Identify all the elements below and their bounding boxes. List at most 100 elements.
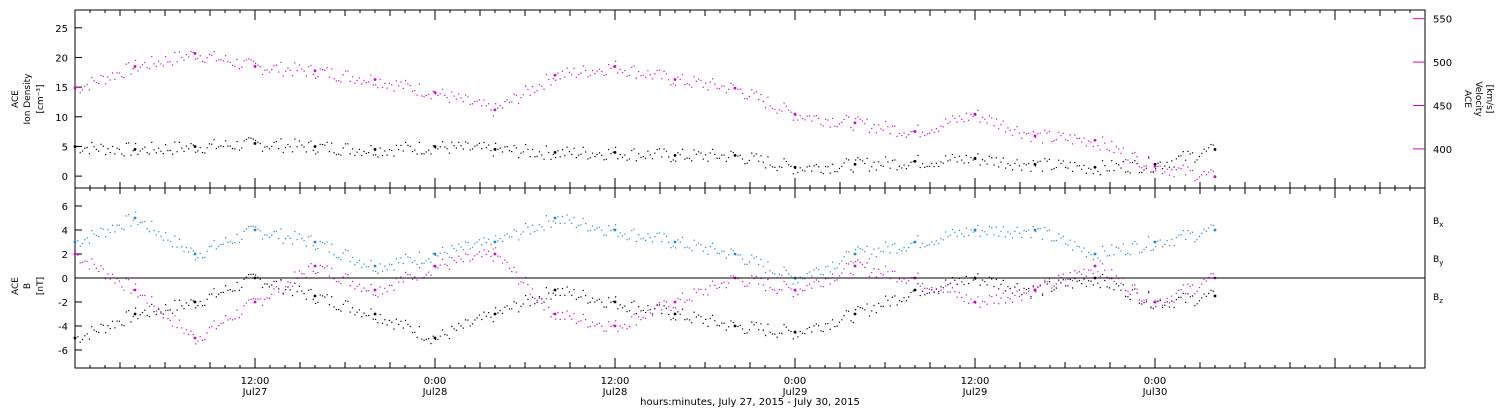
scatter-dot — [499, 256, 501, 258]
scatter-dot — [555, 79, 557, 81]
x-tick-date-label: Jul29 — [782, 387, 808, 398]
scatter-dot — [709, 152, 711, 154]
scatter-dot — [1023, 163, 1025, 165]
scatter-dot — [107, 148, 109, 150]
data-point — [613, 300, 617, 304]
scatter-dot — [968, 234, 970, 237]
scatter-dot — [905, 136, 907, 138]
scatter-dot — [861, 307, 864, 309]
scatter-dot — [568, 219, 571, 221]
scatter-dot — [836, 279, 838, 281]
scatter-dot — [132, 219, 134, 221]
scatter-dot — [612, 151, 614, 153]
scatter-dot — [587, 76, 589, 78]
scatter-dot — [940, 289, 942, 291]
scatter-dot — [769, 331, 771, 333]
scatter-dot — [476, 144, 478, 146]
scatter-dot — [328, 275, 331, 277]
scatter-dot — [732, 151, 734, 154]
scatter-dot — [338, 80, 340, 82]
scatter-dot — [315, 272, 317, 275]
scatter-dot — [453, 328, 455, 330]
scatter-dot — [155, 152, 157, 154]
scatter-dot — [915, 241, 917, 243]
scatter-dot — [758, 329, 760, 331]
scatter-dot — [418, 251, 421, 253]
scatter-dot — [1071, 287, 1074, 289]
scatter-dot — [709, 285, 711, 287]
scatter-dot — [455, 261, 457, 264]
scatter-dot — [1101, 160, 1104, 162]
scatter-dot — [760, 93, 762, 96]
scatter-dot — [370, 283, 372, 286]
scatter-dot — [898, 278, 901, 280]
scatter-dot — [130, 73, 132, 75]
scatter-dot — [1099, 286, 1101, 289]
scatter-dot — [301, 144, 303, 146]
scatter-dot — [716, 287, 718, 289]
scatter-dot — [259, 65, 261, 68]
scatter-dot — [1182, 284, 1184, 286]
scatter-dot — [255, 62, 257, 65]
scatter-dot — [1164, 243, 1166, 245]
scatter-dot — [961, 296, 963, 299]
scatter-dot — [767, 278, 769, 281]
data-point — [253, 228, 257, 232]
scatter-dot — [241, 238, 243, 241]
scatter-dot — [400, 320, 402, 322]
scatter-dot — [801, 169, 804, 171]
scatter-dot — [508, 236, 511, 238]
scatter-dot — [241, 286, 243, 289]
scatter-dot — [423, 276, 425, 279]
scatter-dot — [559, 78, 561, 80]
scatter-dot — [843, 162, 845, 164]
scatter-dot — [460, 145, 462, 147]
scatter-dot — [522, 282, 524, 284]
scatter-dot — [1090, 253, 1092, 256]
scatter-dot — [725, 92, 727, 94]
scatter-dot — [268, 297, 271, 299]
scatter-dot — [326, 67, 328, 69]
scatter-dot — [758, 263, 760, 266]
scatter-dot — [342, 276, 344, 278]
scatter-dot — [901, 280, 903, 282]
scatter-dot — [1078, 279, 1081, 282]
scatter-dot — [887, 299, 889, 301]
scatter-dot — [1069, 134, 1071, 136]
scatter-dot — [896, 281, 898, 283]
scatter-dot — [804, 119, 806, 121]
scatter-dot — [919, 136, 921, 138]
scatter-dot — [1161, 304, 1164, 306]
scatter-dot — [564, 76, 566, 78]
scatter-dot — [691, 322, 693, 324]
scatter-dot — [956, 296, 958, 298]
scatter-dot — [354, 82, 356, 85]
scatter-dot — [903, 297, 905, 299]
scatter-dot — [125, 142, 127, 144]
scatter-dot — [77, 86, 79, 88]
scatter-dot — [1014, 230, 1016, 232]
scatter-dot — [377, 156, 379, 158]
scatter-dot — [631, 66, 633, 68]
scatter-dot — [485, 147, 487, 149]
scatter-dot — [1083, 268, 1085, 270]
scatter-dot — [654, 236, 656, 238]
scatter-dot — [631, 149, 633, 152]
scatter-dot — [128, 310, 130, 312]
scatter-dot — [564, 155, 566, 157]
scatter-dot — [116, 72, 118, 74]
scatter-dot — [1178, 155, 1180, 157]
scatter-dot — [529, 305, 531, 307]
scatter-dot — [866, 262, 868, 264]
scatter-dot — [1212, 290, 1214, 292]
scatter-dot — [691, 86, 693, 88]
scatter-dot — [153, 311, 155, 313]
data-point — [133, 288, 137, 292]
velocity-tick-label: 500 — [1433, 58, 1452, 69]
scatter-dot — [1125, 171, 1127, 173]
scatter-dot — [1090, 168, 1092, 170]
scatter-dot — [504, 306, 506, 308]
scatter-dot — [746, 98, 748, 100]
scatter-dot — [1145, 165, 1147, 167]
scatter-dot — [312, 298, 314, 300]
